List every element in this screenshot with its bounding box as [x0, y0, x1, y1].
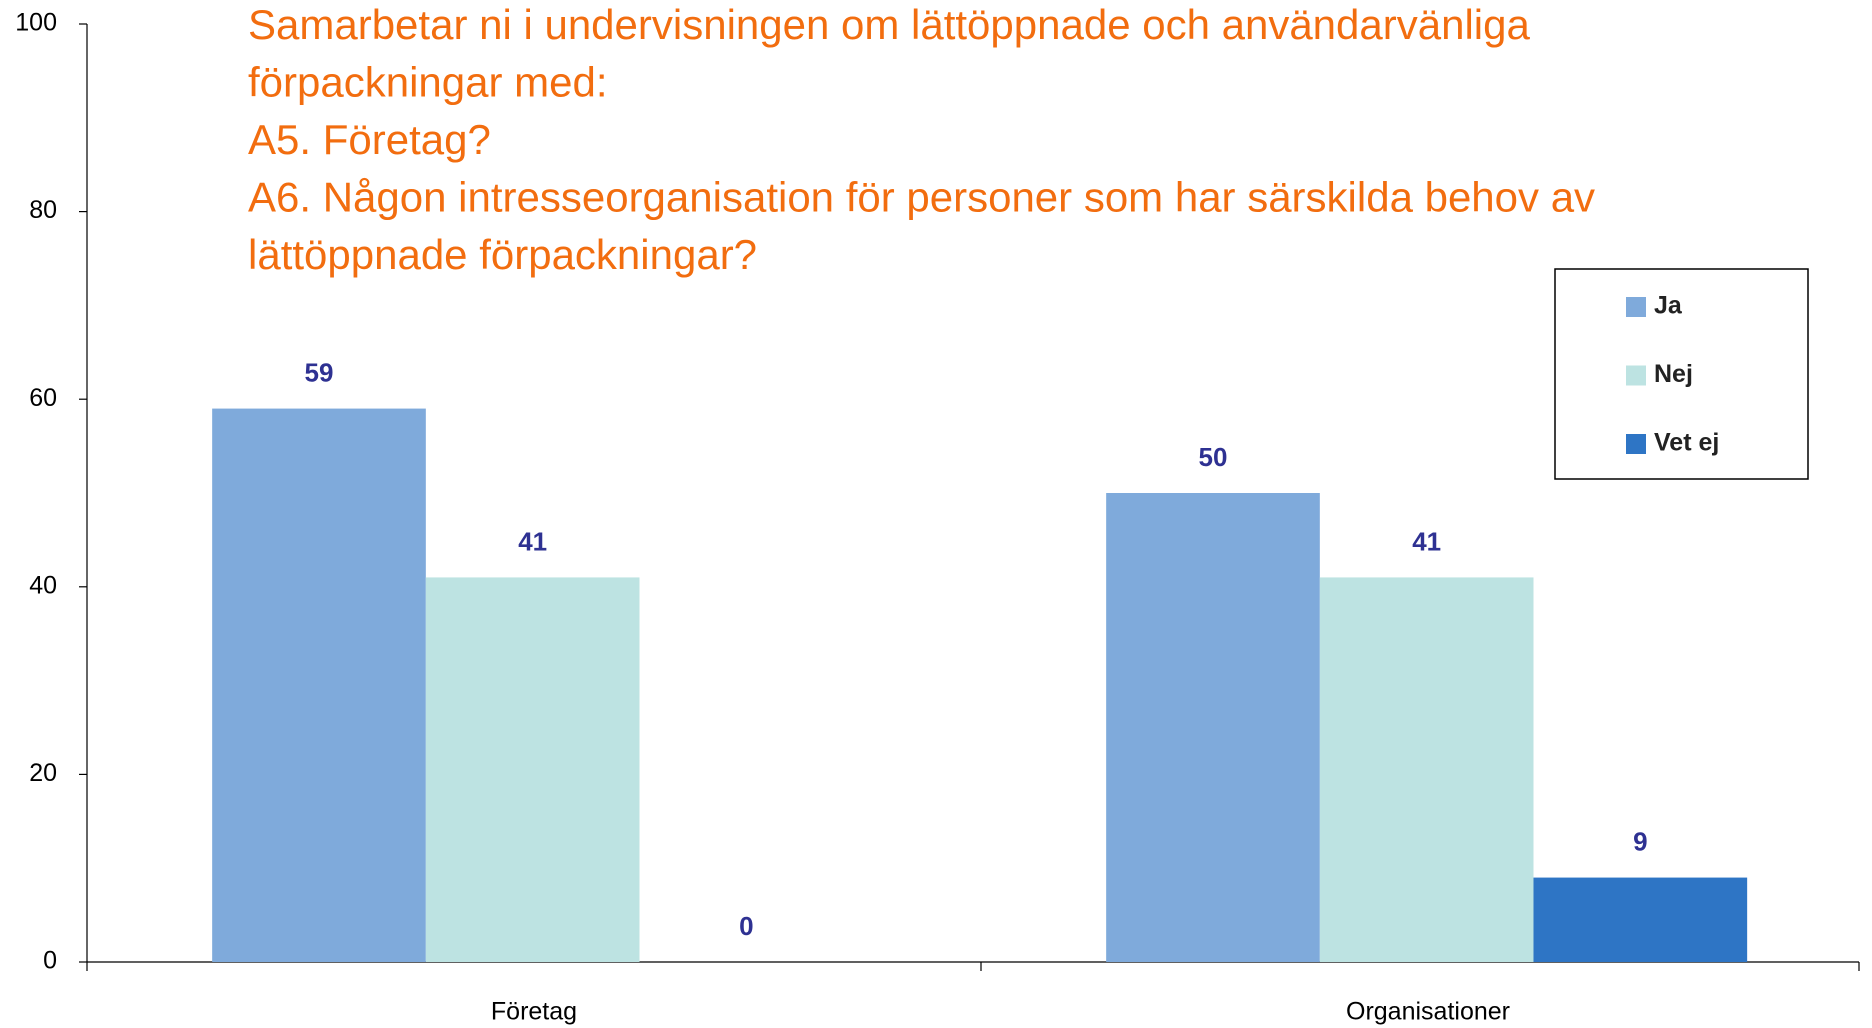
legend-swatch: [1626, 297, 1646, 317]
y-tick-label: 100: [15, 9, 57, 37]
value-label: 50: [1199, 442, 1228, 472]
legend-swatch: [1626, 365, 1646, 386]
value-label: 41: [518, 526, 547, 556]
legend-label: Vet ej: [1654, 429, 1719, 457]
bar: [1533, 877, 1748, 962]
legend-label: Ja: [1654, 292, 1683, 320]
y-tick-label: 80: [29, 196, 57, 224]
chart-title: Samarbetar ni i undervisningen om lättöp…: [248, 1, 1530, 48]
bar: [1106, 493, 1320, 962]
bar: [1319, 577, 1534, 962]
chart-title: lättöppnade förpackningar?: [248, 231, 757, 278]
chart-title: förpackningar med:: [248, 59, 608, 106]
x-tick-label: Företag: [491, 998, 577, 1026]
legend-box: [1554, 268, 1809, 480]
x-tick-label: Organisationer: [1346, 998, 1510, 1026]
value-label: 0: [739, 911, 753, 941]
bar: [212, 408, 426, 963]
value-label: 9: [1633, 826, 1647, 856]
chart-title: A6. Någon intresseorganisation för perso…: [248, 174, 1595, 221]
legend-label: Nej: [1654, 360, 1693, 388]
chart-title: A5. Företag?: [248, 116, 491, 163]
bar: [425, 577, 640, 962]
y-tick-label: 40: [29, 571, 57, 599]
legend-swatch: [1626, 434, 1646, 454]
value-label: 41: [1412, 526, 1441, 556]
y-tick-label: 60: [29, 384, 57, 412]
value-label: 59: [305, 357, 334, 387]
y-tick-label: 20: [29, 759, 57, 787]
y-tick-label: 0: [43, 947, 57, 975]
